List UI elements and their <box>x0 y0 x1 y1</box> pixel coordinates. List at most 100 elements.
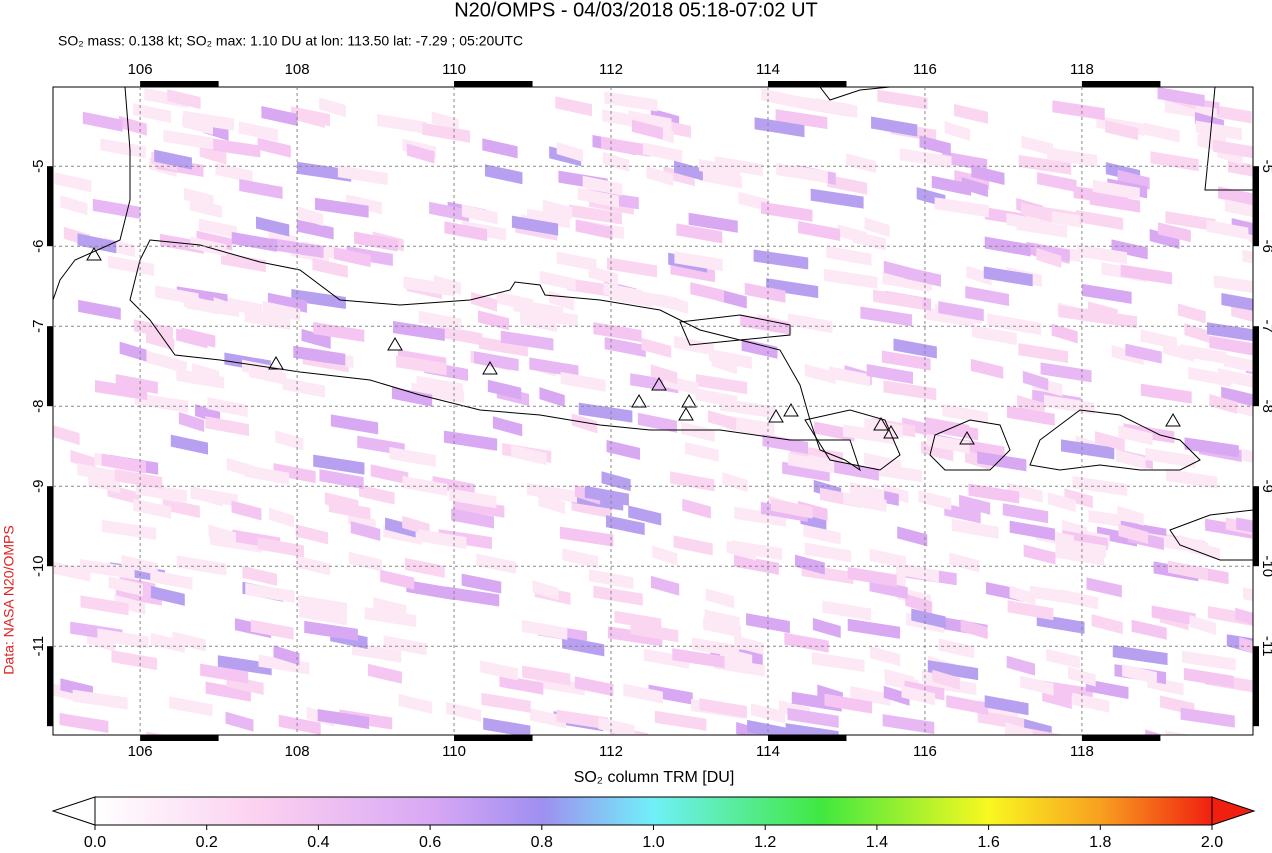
pixel <box>304 620 358 641</box>
pixel <box>949 552 980 573</box>
pixel <box>482 138 518 159</box>
colorbar-tick-label: 1.0 <box>642 834 664 851</box>
pixel <box>1095 431 1125 452</box>
pixel <box>747 719 788 735</box>
pixel <box>845 153 877 174</box>
pixel <box>577 187 620 208</box>
pixel <box>53 561 91 582</box>
pixel <box>692 637 740 658</box>
pixel <box>317 708 370 729</box>
pixel <box>716 288 747 309</box>
pixel <box>961 177 988 198</box>
pixel <box>1009 585 1036 606</box>
pixel <box>191 362 220 383</box>
pixel <box>1217 368 1253 388</box>
pixel <box>296 219 334 240</box>
volcano <box>678 407 694 421</box>
pixel <box>398 693 433 714</box>
pixel <box>250 619 294 640</box>
pixel <box>1076 209 1124 230</box>
pixel <box>1163 341 1195 362</box>
pixel <box>1177 303 1206 324</box>
pixel <box>968 483 1020 504</box>
pixel <box>54 172 92 193</box>
pixel <box>406 143 435 164</box>
pixel <box>673 535 713 556</box>
pixel <box>1112 645 1168 666</box>
pixel <box>977 451 1027 472</box>
pixel <box>190 236 227 257</box>
pixel <box>1145 447 1196 468</box>
borneo <box>819 87 891 101</box>
pixel <box>849 481 885 502</box>
pixel <box>674 251 723 272</box>
y-tick-label: -5 <box>30 160 47 173</box>
pixel <box>530 708 567 729</box>
pixel <box>1195 120 1242 141</box>
pixel <box>787 707 839 728</box>
pixel <box>406 580 453 601</box>
pixel <box>811 652 865 673</box>
pixel <box>60 195 88 216</box>
pixel <box>607 626 663 647</box>
y-tick-label: -7 <box>30 320 47 333</box>
pixel <box>1181 650 1236 671</box>
volcanoes <box>86 247 1181 445</box>
pixel <box>200 663 249 684</box>
pixel <box>766 278 819 299</box>
pixel <box>134 392 189 413</box>
pixel <box>461 573 502 594</box>
pixel <box>169 696 213 717</box>
pixel <box>282 377 325 398</box>
pixel <box>905 593 933 614</box>
pixel <box>296 555 331 576</box>
pixel <box>650 364 678 385</box>
pixel <box>1006 655 1035 676</box>
pixel <box>1206 219 1249 240</box>
pixel <box>225 711 254 732</box>
pixel <box>257 137 291 158</box>
pixel <box>114 594 146 615</box>
x-tick-label: 112 <box>599 743 623 760</box>
pixel <box>1007 600 1054 621</box>
pixel <box>810 188 864 209</box>
pixel <box>267 292 307 313</box>
pixel <box>918 490 952 511</box>
volcano <box>883 425 899 439</box>
pixel <box>1055 537 1107 558</box>
pixel <box>473 351 519 372</box>
y-tick-label: -8 <box>30 400 47 413</box>
pixel <box>150 632 185 653</box>
pixel <box>186 296 237 317</box>
pixel <box>726 415 775 436</box>
pixel <box>215 162 253 183</box>
colorbar-tick-label: 0.0 <box>84 834 106 851</box>
pixel <box>726 540 757 561</box>
pixel <box>843 491 887 512</box>
pixel <box>522 306 578 327</box>
pixel <box>897 526 928 547</box>
pixel <box>440 325 483 346</box>
pixel <box>1086 577 1122 598</box>
x-tick-label: 110 <box>442 743 466 760</box>
pixel <box>782 461 830 482</box>
pixel <box>584 485 629 506</box>
pixel <box>539 387 565 408</box>
pixel <box>121 554 158 575</box>
pixel <box>628 505 662 526</box>
volcano <box>86 247 102 261</box>
pixel <box>478 310 510 331</box>
pixel <box>606 257 658 278</box>
pixel <box>605 515 645 536</box>
pixel <box>775 109 828 130</box>
pixel <box>242 565 277 586</box>
pixel <box>221 252 266 273</box>
pixel <box>1189 614 1216 635</box>
pixel <box>527 208 570 229</box>
pixel <box>895 562 939 583</box>
pixel <box>182 114 213 135</box>
pixel <box>822 600 872 621</box>
pixel <box>714 656 765 677</box>
x-tick-label: 108 <box>285 743 310 760</box>
pixel <box>70 449 96 470</box>
